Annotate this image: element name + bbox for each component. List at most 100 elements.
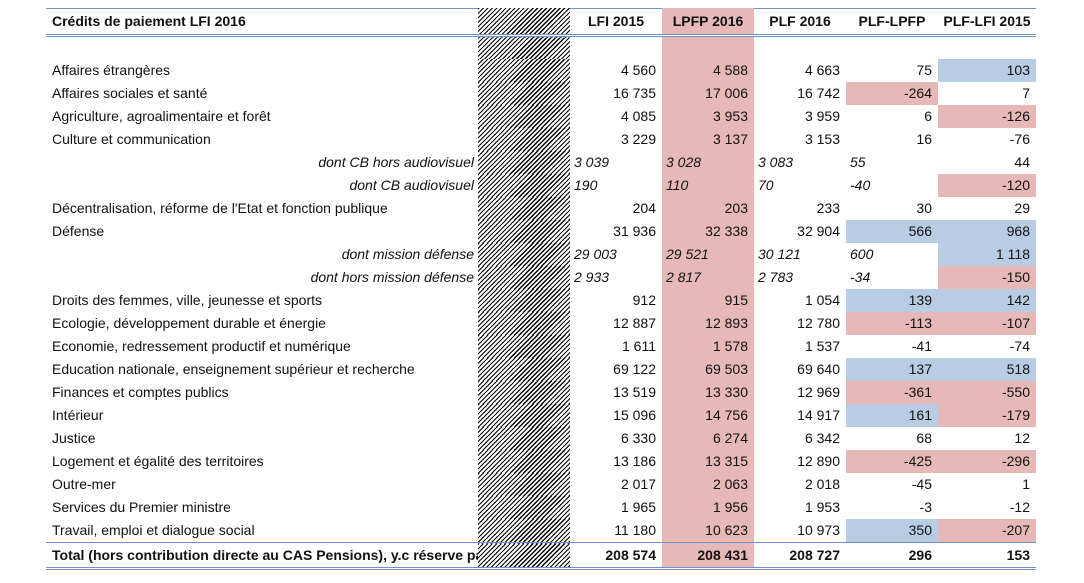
cell-lpfp2016[interactable]: 203 [662,197,754,220]
row-label[interactable]: Economie, redressement productif et numé… [52,338,351,354]
row-label[interactable]: Travail, emploi et dialogue social [52,522,255,538]
hatched-cell[interactable] [478,496,570,519]
cell-lfi2015[interactable]: 12 887 [613,315,656,331]
cell-plf2016[interactable]: 12 969 [797,384,840,400]
cell-plf-lpfp[interactable]: 137 [846,358,938,381]
cell-plf2016[interactable]: 233 [816,200,840,216]
row-label[interactable]: Logement et égalité des territoires [52,453,264,469]
row-label[interactable]: dont hors mission défense [310,269,474,285]
cell-plf-lpfp[interactable]: 55 [850,154,866,170]
cell-plf-lfi2015[interactable]: 518 [938,358,1036,381]
hatched-cell[interactable] [478,542,570,570]
cell-plf-lfi2015[interactable]: -150 [938,266,1036,289]
row-label[interactable]: dont mission défense [341,246,474,262]
cell-lpfp2016[interactable]: 6 274 [662,427,754,450]
cell-lpfp2016[interactable]: 3 137 [662,128,754,151]
cell-plf-lfi2015[interactable]: 7 [1022,85,1030,101]
cell-lpfp2016[interactable]: 1 956 [662,496,754,519]
cell-lfi2015[interactable]: 204 [632,200,656,216]
cell-plf-lfi2015[interactable]: 29 [1014,200,1030,216]
header-lpfp2016[interactable]: LPFP 2016 [662,8,754,37]
empty-cell[interactable] [46,36,478,60]
cell-plf2016[interactable]: 2 783 [758,269,794,285]
hatched-cell[interactable] [478,128,570,151]
hatched-cell[interactable] [478,82,570,105]
row-label[interactable]: Affaires sociales et santé [52,85,208,101]
cell-plf-lpfp[interactable]: -3 [919,499,932,515]
hatched-cell[interactable] [478,243,570,266]
hatched-cell[interactable] [478,220,570,243]
hatched-cell[interactable] [478,289,570,312]
cell-plf2016[interactable]: 3 083 [758,154,794,170]
hatched-cell[interactable] [478,174,570,197]
cell-lpfp2016[interactable]: 110 [662,174,754,197]
cell-plf-lfi2015[interactable]: 44 [1014,154,1030,170]
cell-lpfp2016[interactable]: 2 063 [662,473,754,496]
cell-plf-lpfp[interactable]: 566 [846,220,938,243]
cell-plf2016[interactable]: 14 917 [797,407,840,423]
cell-lpfp2016[interactable]: 3 028 [662,151,754,174]
cell-plf-lpfp[interactable]: 350 [846,519,938,543]
cell-lfi2015[interactable]: 2 933 [574,269,610,285]
hatched-cell[interactable] [478,266,570,289]
cell-lfi2015[interactable]: 1 611 [622,338,656,354]
header-lfi2015[interactable]: LFI 2015 [570,8,662,37]
cell-plf-lfi2015[interactable]: -296 [938,450,1036,473]
cell-lfi2015[interactable]: 16 735 [613,85,656,101]
row-label[interactable]: Intérieur [52,407,104,423]
cell-plf2016[interactable]: 12 780 [797,315,840,331]
cell-plf2016[interactable]: 12 890 [797,453,840,469]
empty-cell[interactable] [662,35,754,59]
cell-plf-lpfp[interactable]: -40 [850,177,871,193]
hatched-cell[interactable] [478,312,570,335]
cell-lpfp2016[interactable]: 29 521 [662,243,754,266]
total-plf-lfi2015[interactable]: 153 [938,542,1036,570]
cell-lpfp2016[interactable]: 2 817 [662,266,754,289]
cell-plf2016[interactable]: 2 018 [804,476,840,492]
cell-plf-lfi2015[interactable]: 103 [938,59,1036,82]
cell-plf2016[interactable]: 1 953 [804,499,840,515]
cell-plf2016[interactable]: 69 640 [797,361,840,377]
cell-lfi2015[interactable]: 29 003 [574,246,617,262]
cell-plf-lpfp[interactable]: -264 [846,82,938,105]
header-plf-lfi2015[interactable]: PLF-LFI 2015 [938,8,1036,37]
cell-lfi2015[interactable]: 15 096 [613,407,656,423]
cell-lfi2015[interactable]: 11 180 [614,522,656,538]
row-label[interactable]: Défense [52,223,105,239]
cell-plf-lpfp[interactable]: -45 [911,476,932,492]
cell-plf-lpfp[interactable]: 30 [916,200,932,216]
cell-plf-lfi2015[interactable]: 1 118 [938,243,1036,266]
cell-lfi2015[interactable]: 3 229 [620,131,656,147]
cell-lfi2015[interactable]: 4 560 [620,62,656,78]
cell-lpfp2016[interactable]: 915 [662,289,754,312]
total-lfi2015[interactable]: 208 574 [570,542,662,570]
total-label[interactable]: Total (hors contribution directe au CAS … [46,542,478,570]
row-label[interactable]: Décentralisation, réforme de l'Etat et f… [52,200,388,216]
cell-plf-lpfp[interactable]: 16 [916,131,932,147]
empty-cell[interactable] [938,36,1036,60]
cell-lpfp2016[interactable]: 14 756 [662,404,754,427]
cell-plf-lfi2015[interactable]: -550 [938,381,1036,404]
hatched-cell[interactable] [478,59,570,82]
hatched-cell[interactable] [478,427,570,450]
cell-lpfp2016[interactable]: 32 338 [662,220,754,243]
cell-lpfp2016[interactable]: 10 623 [662,519,754,543]
cell-lpfp2016[interactable]: 17 006 [662,82,754,105]
cell-lpfp2016[interactable]: 1 578 [662,335,754,358]
cell-lfi2015[interactable]: 13 186 [613,453,656,469]
empty-cell[interactable] [570,36,662,60]
row-label[interactable]: Education nationale, enseignement supéri… [52,361,415,377]
cell-lfi2015[interactable]: 69 122 [613,361,656,377]
row-label[interactable]: Justice [52,430,96,446]
hatched-cell[interactable] [478,519,570,543]
hatched-cell[interactable] [478,197,570,220]
cell-plf2016[interactable]: 3 153 [804,131,840,147]
cell-lpfp2016[interactable]: 69 503 [662,358,754,381]
cell-plf-lpfp[interactable]: -34 [850,269,871,285]
cell-lpfp2016[interactable]: 3 953 [662,105,754,128]
total-plf2016[interactable]: 208 727 [754,542,846,570]
cell-plf-lfi2015[interactable]: 968 [938,220,1036,243]
cell-lpfp2016[interactable]: 13 315 [662,450,754,473]
cell-lfi2015[interactable]: 3 039 [574,154,610,170]
cell-lpfp2016[interactable]: 12 893 [662,312,754,335]
